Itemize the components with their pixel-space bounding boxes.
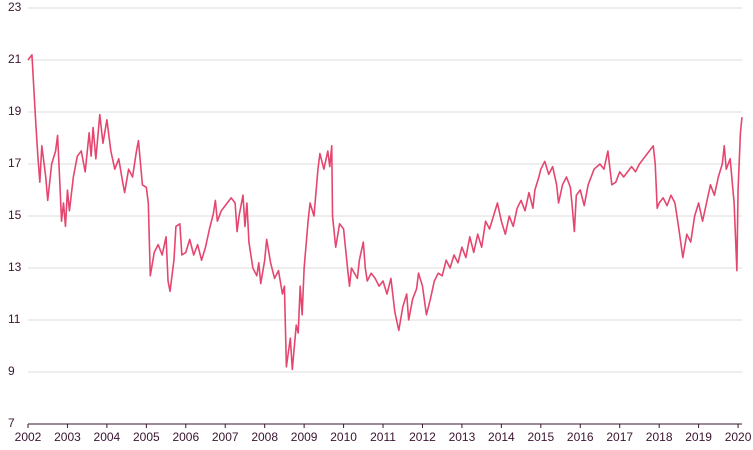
x-tick-label: 2017 bbox=[606, 430, 633, 444]
y-tick-label: 11 bbox=[8, 312, 21, 326]
y-tick-label: 23 bbox=[8, 0, 22, 14]
x-tick-label: 2007 bbox=[212, 430, 239, 444]
x-tick-label: 2004 bbox=[94, 430, 121, 444]
x-tick-label: 2020 bbox=[725, 430, 752, 444]
x-tick-label: 2014 bbox=[488, 430, 515, 444]
x-tick-label: 2005 bbox=[133, 430, 160, 444]
y-tick-label: 15 bbox=[8, 208, 22, 222]
y-tick-label: 13 bbox=[8, 260, 22, 274]
y-tick-label: 19 bbox=[8, 104, 22, 118]
x-tick-label: 2002 bbox=[15, 430, 42, 444]
x-tick-label: 2018 bbox=[646, 430, 673, 444]
x-tick-label: 2006 bbox=[172, 430, 199, 444]
x-tick-label: 2011 bbox=[370, 430, 396, 444]
line bbox=[27, 54, 743, 371]
y-tick-label: 17 bbox=[8, 156, 22, 170]
x-tick-label: 2019 bbox=[685, 430, 712, 444]
x-tick-label: 2016 bbox=[567, 430, 594, 444]
y-tick-label: 9 bbox=[8, 364, 15, 378]
x-tick-label: 2012 bbox=[409, 430, 436, 444]
x-tick-label: 2013 bbox=[449, 430, 476, 444]
y-tick-label: 7 bbox=[8, 416, 15, 430]
x-tick-label: 2008 bbox=[251, 430, 278, 444]
x-tick-label: 2010 bbox=[330, 430, 357, 444]
y-tick-label: 21 bbox=[8, 52, 22, 66]
x-tick-label: 2015 bbox=[527, 430, 554, 444]
x-tick-label: 2003 bbox=[54, 430, 81, 444]
x-tick-label: 2009 bbox=[291, 430, 318, 444]
